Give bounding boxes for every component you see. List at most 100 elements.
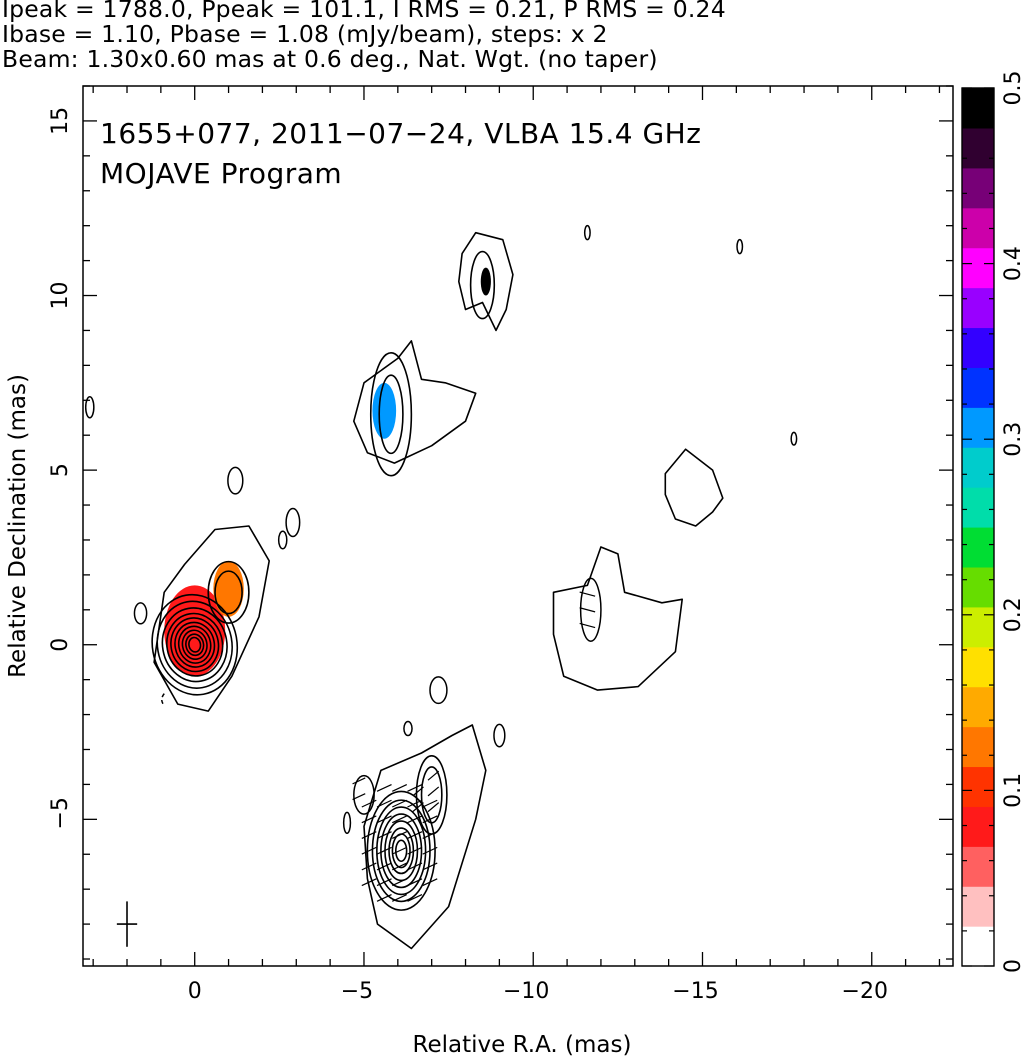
x-tick-label-4: −20	[842, 979, 888, 1004]
contour-southern-3	[380, 813, 423, 889]
isolated-contour-7	[583, 224, 591, 241]
contour-core-envelope	[153, 525, 270, 712]
colorbar-swatch-0	[962, 926, 994, 967]
colorbar-swatch-6	[962, 686, 994, 728]
y-tick-label-2: 5	[48, 463, 73, 477]
pol-vector-29	[407, 799, 423, 808]
negative-contour-1	[160, 693, 165, 707]
contour-knot-b-0	[469, 250, 496, 320]
colorbar-tick-label-4: 0.4	[1001, 246, 1022, 281]
header-stats-line: Ipeak = 1788.0, Ppeak = 101.1, I RMS = 0…	[2, 0, 726, 23]
x-axis-title: Relative R.A. (mas)	[413, 1032, 632, 1058]
pol-vector-12	[361, 862, 377, 871]
pol-vector-45	[352, 777, 366, 785]
contour-core-1	[156, 600, 233, 689]
pol-vector-30	[392, 799, 408, 808]
pol-vector-3	[422, 878, 438, 887]
plot-frame	[82, 85, 954, 967]
contour-core-2	[161, 607, 228, 683]
contour-core-7	[181, 629, 208, 660]
isolated-contour-12	[353, 774, 375, 815]
colorbar-swatch-18	[962, 207, 994, 249]
annotation-source: 1655+077, 2011−07−24, VLBA 15.4 GHz	[100, 117, 701, 150]
colorbar-swatch-5	[962, 726, 994, 768]
pol-vector-23	[422, 815, 438, 824]
colorbar-swatch-17	[962, 247, 994, 289]
colorbar-tick-label-1: 0.1	[1001, 773, 1022, 808]
y-axis-title: Relative Declination (mas)	[5, 374, 31, 678]
pol-vector-33	[407, 783, 423, 792]
header-beam-line: Beam: 1.30x0.60 mas at 0.6 deg., Nat. Wg…	[2, 45, 658, 73]
contour-middle-blob	[552, 546, 683, 691]
colorbar-frame	[961, 87, 995, 967]
colorbar-swatch-21	[962, 88, 994, 129]
pol-vector-27	[361, 815, 377, 824]
contour-core-4	[170, 617, 220, 673]
x-tick-label-2: −10	[503, 979, 549, 1004]
colorbar-tick-label-2: 0.2	[1001, 597, 1022, 632]
y-tick-label-3: 10	[48, 282, 73, 310]
isolated-contour-2	[285, 507, 301, 538]
colorbar-swatch-13	[962, 407, 994, 448]
pol-vector-22	[361, 831, 377, 839]
colorbar-swatch-19	[962, 167, 994, 209]
contour-knot-a-envelope	[353, 340, 477, 464]
colorbar-swatch-16	[962, 287, 994, 329]
polarization-vectors	[352, 591, 596, 902]
contour-core-6	[177, 625, 212, 664]
pol-vector-38	[427, 786, 440, 797]
contour-inner-jet-0	[207, 560, 250, 624]
negative-contour-0	[29, 753, 32, 769]
isolated-contour-4	[429, 676, 448, 705]
isolated-contour-9	[790, 431, 798, 446]
pol-vector-31	[376, 799, 392, 808]
pol-vector-37	[412, 802, 424, 813]
x-tick-label-1: −5	[341, 979, 373, 1004]
isolated-contour-13	[579, 577, 602, 642]
contour-knot-a-0	[369, 351, 413, 477]
contour-knot-a-1	[378, 374, 404, 455]
colorbar-tick-label-5: 0.5	[1001, 71, 1022, 106]
colorbar-swatch-3	[962, 806, 994, 847]
pol-vector-8	[422, 862, 438, 871]
x-tick-label-0: 0	[188, 979, 202, 1004]
pol-vector-4	[407, 878, 423, 887]
y-tick-label-4: 15	[48, 107, 73, 135]
contour-southern-7	[394, 839, 408, 863]
contour-core-3	[166, 612, 224, 677]
pol-region-3	[480, 267, 491, 296]
pol-vector-20	[392, 831, 408, 839]
pol-vector-6	[376, 878, 392, 887]
pol-vector-14	[407, 846, 423, 855]
contour-knot-b-envelope	[458, 231, 514, 332]
contour-southern-0	[366, 790, 436, 911]
isolated-contour-6	[493, 723, 506, 748]
intensity-contours	[151, 231, 724, 950]
pol-vector-21	[376, 831, 392, 839]
pol-vector-13	[422, 846, 438, 855]
contour-southern-2	[376, 806, 427, 896]
isolated-contour-8	[736, 238, 744, 255]
pol-vector-9	[407, 862, 423, 871]
colorbar-swatch-2	[962, 846, 994, 887]
isolated-contour-1	[227, 466, 244, 495]
colorbar-swatch-9	[962, 566, 994, 608]
colorbar-swatch-12	[962, 447, 994, 488]
pol-vector-25	[392, 815, 408, 824]
colorbar-tick-label-0: 0	[1001, 959, 1022, 973]
pol-region-2	[372, 382, 397, 439]
pol-vector-40	[427, 770, 440, 781]
pol-vector-41	[579, 622, 596, 629]
isolated-contour-0	[133, 602, 148, 625]
colorbar-swatch-11	[962, 487, 994, 528]
colorbar-swatch-10	[962, 527, 994, 568]
pol-vector-36	[427, 802, 440, 813]
pol-vector-18	[422, 831, 438, 839]
pol-vector-2	[376, 893, 392, 902]
colorbar: 0 0.1 0.2 0.3 0.4 0.5	[961, 71, 1022, 973]
pol-vector-24	[407, 815, 423, 824]
pol-vector-39	[412, 786, 424, 797]
isolated-contour-11	[342, 811, 352, 835]
colorbar-swatch-4	[962, 766, 994, 807]
